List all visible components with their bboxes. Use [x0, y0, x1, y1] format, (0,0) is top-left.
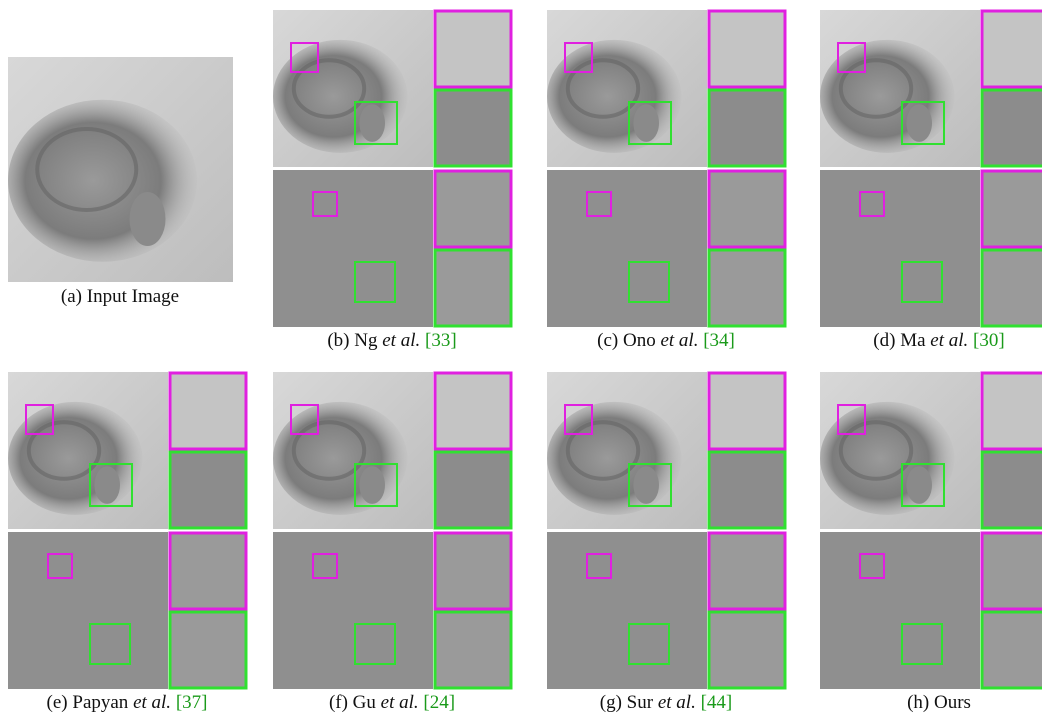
zoom-green [435, 612, 511, 688]
zoom-green [170, 612, 246, 688]
residual-image [820, 532, 980, 689]
caption: (b) Ng et al. [33] [327, 330, 456, 352]
caption-name: Ma [900, 330, 925, 351]
caption: (d) Ma et al. [30] [873, 330, 1004, 352]
result-image-head [94, 466, 120, 504]
caption-etal: et al. [660, 330, 698, 351]
figure: (a) Input Image (b) Ng et al. [33] (c) O… [0, 0, 1042, 715]
zoom-green [435, 90, 511, 166]
residual-image [547, 170, 707, 327]
zoom-green [709, 612, 785, 688]
input-image-head [130, 192, 166, 246]
result-image-head [906, 466, 932, 504]
caption-letter: (b) [327, 330, 349, 351]
caption-letter: (e) [47, 692, 68, 713]
zoom-green [709, 90, 785, 166]
caption-name: Ours [934, 692, 971, 713]
caption-name: Input Image [87, 286, 179, 307]
caption: (f) Gu et al. [24] [329, 692, 455, 714]
zoom-magenta [982, 533, 1042, 609]
zoom-magenta [435, 533, 511, 609]
zoom-magenta [709, 171, 785, 247]
caption-letter: (h) [907, 692, 929, 713]
caption-letter: (c) [597, 330, 618, 351]
zoom-green [982, 612, 1042, 688]
caption-etal: et al. [133, 692, 171, 713]
caption-ref: [24] [423, 692, 455, 713]
result-image-head [906, 104, 932, 142]
caption-ref: [30] [973, 330, 1005, 351]
result-image-head [359, 104, 385, 142]
zoom-green [435, 452, 511, 528]
zoom-magenta [982, 373, 1042, 449]
result-image-head [359, 466, 385, 504]
zoom-magenta [709, 11, 785, 87]
zoom-green [982, 90, 1042, 166]
zoom-magenta [170, 533, 246, 609]
caption-name: Papyan [72, 692, 128, 713]
figure-images [0, 0, 1042, 715]
caption-letter: (d) [873, 330, 895, 351]
caption-ref: [33] [425, 330, 457, 351]
residual-image [8, 532, 168, 689]
caption-etal: et al. [930, 330, 968, 351]
caption-letter: (f) [329, 692, 348, 713]
caption-name: Sur [627, 692, 653, 713]
caption-name: Ono [623, 330, 656, 351]
zoom-magenta [709, 533, 785, 609]
result-image-head [633, 104, 659, 142]
caption: (a) Input Image [61, 286, 179, 308]
zoom-green [709, 250, 785, 326]
zoom-magenta [435, 373, 511, 449]
zoom-magenta [435, 11, 511, 87]
residual-image [273, 532, 433, 689]
zoom-magenta [982, 11, 1042, 87]
zoom-magenta [709, 373, 785, 449]
caption: (h) Ours [907, 692, 971, 714]
caption: (e) Papyan et al. [37] [47, 692, 208, 714]
zoom-green [709, 452, 785, 528]
caption: (g) Sur et al. [44] [600, 692, 732, 714]
zoom-magenta [435, 171, 511, 247]
caption-etal: et al. [382, 330, 420, 351]
caption-etal: et al. [658, 692, 696, 713]
caption-name: Gu [353, 692, 376, 713]
zoom-green [982, 250, 1042, 326]
caption-letter: (g) [600, 692, 622, 713]
caption-ref: [37] [176, 692, 208, 713]
residual-image [547, 532, 707, 689]
residual-image [820, 170, 980, 327]
zoom-green [170, 452, 246, 528]
caption-ref: [44] [701, 692, 733, 713]
result-image-head [633, 466, 659, 504]
input-image-body [8, 100, 197, 262]
residual-image [273, 170, 433, 327]
caption-ref: [34] [703, 330, 735, 351]
zoom-magenta [170, 373, 246, 449]
zoom-green [435, 250, 511, 326]
caption-etal: et al. [381, 692, 419, 713]
caption-name: Ng [354, 330, 377, 351]
caption: (c) Ono et al. [34] [597, 330, 735, 352]
zoom-magenta [982, 171, 1042, 247]
caption-letter: (a) [61, 286, 82, 307]
zoom-green [982, 452, 1042, 528]
